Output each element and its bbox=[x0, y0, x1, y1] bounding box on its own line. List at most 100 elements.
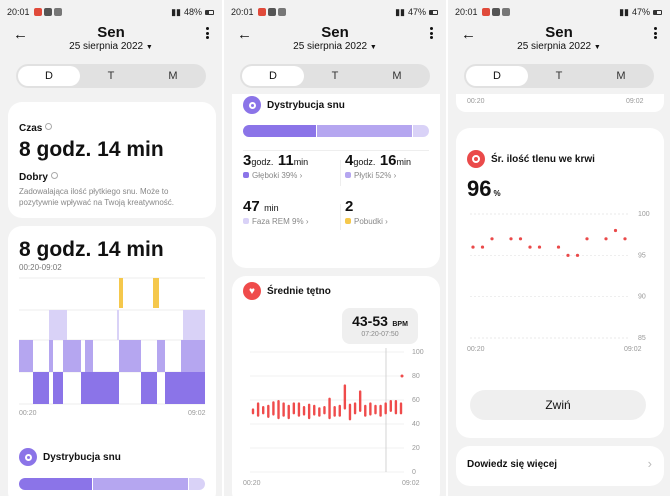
heart-rate-bar bbox=[277, 400, 280, 420]
learn-more-label: Dowiedz się więcej bbox=[467, 459, 558, 470]
chevron-right-icon: › bbox=[393, 171, 397, 180]
y-tick-label: 85 bbox=[638, 335, 646, 342]
status-bar: 20:01 ▮▮ 47% bbox=[455, 6, 662, 18]
quality-label: Dobry bbox=[19, 172, 48, 183]
chevron-right-icon: › bbox=[299, 171, 303, 180]
sleep-stages-chart bbox=[19, 277, 205, 405]
oxygen-chart[interactable]: 100 95 90 85 bbox=[460, 210, 660, 345]
x-axis-end: 09:02 bbox=[188, 410, 206, 417]
heart-rate-title: Średnie tętno bbox=[267, 285, 331, 297]
tab-day[interactable]: D bbox=[18, 66, 80, 86]
heart-rate-chart[interactable]: 100 80 60 40 20 0 bbox=[236, 348, 436, 478]
sleep-stage-light-segment bbox=[85, 340, 93, 372]
info-icon[interactable] bbox=[45, 123, 53, 130]
heart-rate-point bbox=[400, 374, 404, 378]
oxygen-point bbox=[566, 253, 570, 257]
heart-rate-bar bbox=[394, 400, 398, 415]
heart-rate-bar bbox=[353, 402, 357, 415]
sleep-stage-awake-segment bbox=[119, 278, 123, 308]
heart-icon: ♥ bbox=[243, 282, 261, 300]
tab-day[interactable]: D bbox=[466, 66, 528, 86]
tab-day[interactable]: D bbox=[242, 66, 304, 86]
back-arrow-icon[interactable]: ← bbox=[237, 26, 252, 43]
sleep-stage-deep-segment bbox=[33, 372, 49, 404]
back-arrow-icon[interactable]: ← bbox=[13, 26, 28, 43]
heart-rate-bar bbox=[292, 402, 296, 415]
tab-week[interactable]: T bbox=[331, 70, 339, 82]
quality-description: Zadowalająca ilość płytkiego snu. Może t… bbox=[19, 187, 175, 207]
more-vertical-icon[interactable] bbox=[429, 27, 433, 39]
status-time: 20:01 bbox=[7, 7, 30, 17]
x-axis-start: 00:20 bbox=[467, 98, 485, 105]
battery-percent: 48% bbox=[183, 7, 202, 17]
status-bar: 20:01 ▮▮ 48% bbox=[7, 6, 214, 18]
screen-sleep-details: 20:01 ▮▮ 47% ← Sen 25 sierpnia 2022 ▼ D … bbox=[224, 0, 446, 496]
period-tabs: D T M bbox=[240, 64, 430, 88]
heart-rate-bar bbox=[333, 406, 336, 417]
stat-light[interactable]: 4godz. 16min Płytki 52% › bbox=[345, 152, 435, 180]
status-bar: 20:01 ▮▮ 47% bbox=[231, 6, 438, 18]
notification-icon bbox=[491, 8, 500, 16]
distribution-bar bbox=[243, 125, 429, 137]
more-vertical-icon[interactable] bbox=[205, 27, 209, 39]
heart-rate-bar bbox=[358, 390, 362, 412]
chevron-right-icon: › bbox=[305, 217, 309, 226]
learn-more-row[interactable]: Dowiedz się więcej › bbox=[456, 446, 664, 486]
screen-sleep-overview: 20:01 ▮▮ 48% ← Sen 25 sierpnia 2022 ▼ D … bbox=[0, 0, 222, 496]
date-selector[interactable]: 25 sierpnia 2022 ▼ bbox=[448, 41, 670, 52]
info-icon[interactable] bbox=[50, 172, 58, 179]
stat-rem[interactable]: 47 min Faza REM 9% › bbox=[243, 198, 333, 226]
y-tick-label: 90 bbox=[638, 294, 646, 301]
chevron-right-icon: › bbox=[385, 217, 388, 226]
date-label: 25 sierpnia 2022 bbox=[69, 41, 144, 52]
distribution-title: Dystrybucja snu bbox=[267, 99, 345, 111]
stat-label: Głęboki 39% bbox=[252, 171, 298, 180]
collapse-button[interactable]: Zwiń bbox=[470, 390, 646, 420]
stat-value: 16 bbox=[379, 152, 397, 169]
time-label: Czas bbox=[19, 123, 43, 134]
back-arrow-icon[interactable]: ← bbox=[461, 26, 476, 43]
heart-rate-bar bbox=[399, 402, 403, 415]
heart-rate-bar bbox=[328, 397, 331, 420]
oxygen-unit: % bbox=[493, 189, 501, 198]
page-title: Sen bbox=[97, 24, 125, 41]
stat-awakenings[interactable]: 2 Pobudki › bbox=[345, 198, 435, 226]
heart-rate-bar bbox=[267, 404, 270, 418]
heart-rate-bar bbox=[343, 384, 347, 410]
x-axis-end: 09:02 bbox=[402, 480, 420, 487]
stat-value: 47 bbox=[243, 198, 260, 215]
rem-sleep-segment bbox=[188, 478, 205, 490]
heart-rate-bar bbox=[364, 404, 367, 417]
sleep-stage-deep-segment bbox=[85, 372, 119, 404]
date-selector[interactable]: 25 sierpnia 2022 ▼ bbox=[0, 41, 222, 52]
oxygen-point bbox=[528, 245, 532, 249]
tab-month[interactable]: M bbox=[168, 70, 178, 82]
x-axis-end: 09:02 bbox=[626, 98, 644, 105]
oxygen-point bbox=[518, 237, 523, 241]
notification-icon bbox=[501, 8, 510, 16]
stat-unit: min bbox=[264, 203, 279, 213]
more-vertical-icon[interactable] bbox=[653, 27, 657, 39]
tab-month[interactable]: M bbox=[616, 70, 626, 82]
tab-week[interactable]: T bbox=[555, 70, 563, 82]
heart-rate-bar bbox=[287, 404, 290, 420]
notification-icon bbox=[267, 8, 276, 16]
caret-down-icon: ▼ bbox=[145, 44, 153, 51]
sleep-time-card: Czas 8 godz. 14 min Dobry Zadowalająca i… bbox=[8, 102, 216, 218]
notification-icon bbox=[53, 8, 62, 16]
stat-unit: min bbox=[293, 157, 309, 167]
date-selector[interactable]: 25 sierpnia 2022 ▼ bbox=[224, 41, 446, 52]
stat-value: 11 bbox=[277, 152, 294, 169]
tooltip-unit: BPM bbox=[392, 321, 408, 328]
tab-month[interactable]: M bbox=[392, 70, 402, 82]
sleep-stage-deep-segment bbox=[81, 372, 85, 404]
chart-time-range: 00:20-09:02 bbox=[19, 263, 62, 272]
y-tick-label: 20 bbox=[412, 445, 420, 452]
oxygen-point bbox=[585, 237, 589, 241]
x-axis-start: 00:20 bbox=[243, 480, 261, 487]
stat-deep[interactable]: 3godz. 11min Głęboki 39% › bbox=[243, 152, 333, 180]
sleep-stage-light-segment bbox=[181, 340, 205, 372]
status-time: 20:01 bbox=[455, 7, 478, 17]
oxygen-point bbox=[604, 237, 608, 241]
tab-week[interactable]: T bbox=[107, 70, 115, 82]
